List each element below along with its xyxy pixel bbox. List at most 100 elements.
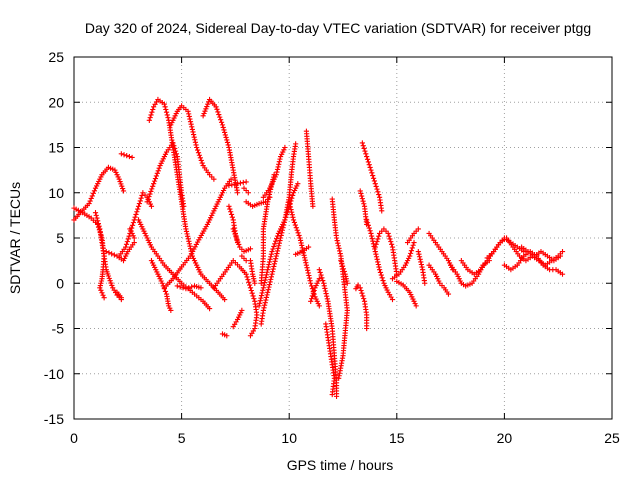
data-point (292, 222, 298, 228)
data-point (353, 286, 359, 292)
data-point (151, 181, 157, 187)
data-point (187, 119, 194, 125)
data-point (256, 303, 262, 309)
data-point (165, 115, 171, 121)
data-point (270, 176, 276, 183)
data-point (262, 280, 268, 286)
data-point (324, 296, 330, 302)
data-point (272, 241, 278, 247)
data-point (308, 283, 315, 289)
data-point (310, 290, 316, 296)
data-point (261, 305, 267, 311)
data-point (268, 251, 274, 257)
data-point (162, 288, 169, 294)
data-point (358, 190, 364, 197)
data-point (151, 178, 158, 184)
data-point (319, 275, 325, 281)
data-point (323, 290, 329, 297)
data-point (336, 375, 342, 381)
chart-title: Day 320 of 2024, Sidereal Day-to-day VTE… (85, 20, 591, 36)
data-point (416, 254, 423, 260)
data-point (266, 261, 272, 268)
data-point (359, 140, 365, 146)
data-point (360, 143, 366, 149)
data-point (135, 206, 141, 212)
data-point (271, 261, 278, 267)
data-point (197, 155, 203, 161)
data-point (376, 267, 383, 273)
data-point (358, 287, 364, 294)
data-point (234, 236, 240, 242)
data-point (363, 151, 369, 157)
data-point (228, 176, 234, 182)
data-point (329, 391, 335, 398)
data-point (194, 147, 201, 153)
data-point (214, 106, 220, 112)
data-point (368, 167, 374, 173)
data-point (271, 243, 277, 250)
data-point (152, 175, 159, 182)
data-point (267, 279, 273, 285)
data-point (445, 291, 452, 297)
data-point (111, 252, 117, 258)
data-point (134, 209, 140, 215)
data-point (268, 254, 274, 260)
data-point (162, 104, 168, 110)
y-tick-label: 20 (48, 94, 64, 110)
data-point (226, 203, 232, 209)
data-point (276, 161, 282, 167)
data-point (229, 214, 235, 220)
x-tick-label: 20 (497, 430, 513, 446)
data-point (180, 285, 186, 291)
data-point (224, 139, 231, 146)
data-point (370, 175, 377, 181)
x-tick-label: 10 (281, 430, 297, 446)
data-point (270, 266, 276, 272)
data-point (232, 181, 238, 187)
data-point (275, 245, 281, 251)
data-point (186, 238, 192, 244)
data-point (374, 239, 380, 245)
data-point (284, 211, 290, 218)
data-point (277, 235, 284, 241)
y-tick-label: 0 (56, 275, 64, 291)
data-point (316, 303, 322, 309)
data-point (309, 293, 316, 299)
y-tick-label: -5 (52, 321, 65, 337)
data-point (297, 237, 304, 244)
data-point (98, 287, 104, 293)
data-point (376, 233, 382, 239)
data-point (289, 195, 295, 201)
data-point (276, 243, 282, 249)
data-point (159, 280, 165, 286)
data-point (123, 241, 130, 247)
data-point (364, 153, 370, 160)
data-point (337, 250, 343, 257)
data-point (375, 189, 381, 195)
x-axis-label: GPS time / hours (287, 457, 394, 473)
data-point (186, 113, 192, 120)
data-point (190, 129, 196, 135)
y-tick-label: 10 (48, 185, 64, 201)
data-point (221, 127, 227, 133)
data-point (248, 287, 254, 294)
data-point (375, 259, 381, 265)
data-point (145, 196, 151, 202)
data-point (194, 144, 200, 151)
y-tick-label: -10 (44, 366, 64, 382)
data-point (308, 280, 314, 286)
data-point (183, 286, 189, 292)
data-point (109, 251, 115, 257)
data-point (305, 270, 311, 276)
data-point (137, 198, 143, 204)
data-point (200, 113, 206, 119)
data-point (222, 132, 228, 138)
data-point (310, 203, 316, 209)
data-point (148, 203, 155, 209)
data-point (286, 199, 292, 205)
data-point (195, 150, 202, 156)
data-point (415, 226, 421, 232)
data-point (219, 122, 226, 128)
data-point (229, 182, 235, 188)
data-point (234, 181, 241, 187)
